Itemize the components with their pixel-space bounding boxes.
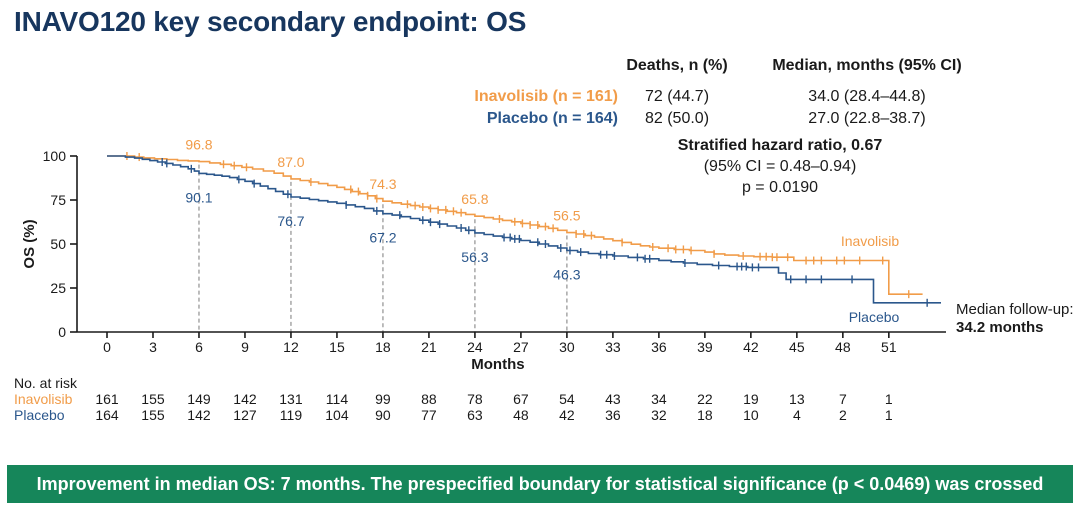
- at-risk-count: 155: [141, 407, 165, 423]
- series-label-inavolisib: Inavolisib: [841, 233, 900, 249]
- at-risk-count: 119: [280, 407, 303, 423]
- at-risk-count: 43: [605, 391, 621, 407]
- landmark-label-placebo-6: 90.1: [185, 189, 212, 205]
- landmark-label-inavolisib-24: 65.8: [461, 191, 488, 207]
- at-risk-count: 142: [233, 391, 257, 407]
- at-risk-count: 4: [793, 407, 801, 423]
- x-tick-label: 51: [881, 339, 897, 355]
- x-tick-label: 27: [513, 339, 529, 355]
- legend-placebo: Placebo (n = 164): [486, 110, 618, 127]
- y-tick-label: 0: [58, 324, 66, 340]
- page-title: INAVO120 key secondary endpoint: OS: [14, 6, 527, 37]
- median-value-inavolisib: 34.0 (28.4–44.8): [808, 88, 926, 105]
- hazard-ci-line: (95% CI = 0.48–0.94): [703, 158, 857, 175]
- y-tick-label: 100: [43, 148, 67, 164]
- at-risk-count: 13: [789, 391, 805, 407]
- at-risk-count: 149: [187, 391, 211, 407]
- y-axis-title: OS (%): [21, 219, 38, 268]
- x-tick-label: 45: [789, 339, 805, 355]
- at-risk-count: 32: [651, 407, 667, 423]
- median-column-header: Median, months (95% CI): [772, 57, 962, 74]
- landmark-label-placebo-24: 56.3: [461, 249, 488, 265]
- x-tick-label: 15: [329, 339, 345, 355]
- at-risk-count: 42: [559, 407, 575, 423]
- at-risk-count: 90: [375, 407, 391, 423]
- at-risk-count: 164: [95, 407, 119, 423]
- at-risk-count: 54: [559, 391, 575, 407]
- at-risk-count: 18: [697, 407, 713, 423]
- at-risk-row-label-placebo: Placebo: [14, 407, 65, 423]
- at-risk-count: 22: [697, 391, 713, 407]
- at-risk-count: 36: [605, 407, 621, 423]
- median-followup-label: Median follow-up:: [956, 301, 1074, 318]
- landmark-label-inavolisib-18: 74.3: [369, 176, 396, 192]
- x-tick-label: 24: [467, 339, 483, 355]
- x-axis-title: Months: [471, 356, 524, 373]
- conclusion-text: Improvement in median OS: 7 months. The …: [36, 473, 1044, 494]
- x-tick-label: 18: [375, 339, 391, 355]
- at-risk-count: 2: [839, 407, 847, 423]
- deaths-column-header: Deaths, n (%): [626, 57, 728, 74]
- at-risk-count: 114: [326, 391, 349, 407]
- x-tick-label: 48: [835, 339, 851, 355]
- at-risk-count: 104: [325, 407, 349, 423]
- x-tick-label: 39: [697, 339, 713, 355]
- median-followup-value: 34.2 months: [956, 319, 1044, 336]
- x-tick-label: 9: [241, 339, 249, 355]
- at-risk-row-label-inavolisib: Inavolisib: [14, 391, 73, 407]
- at-risk-count: 34: [651, 391, 667, 407]
- landmark-label-inavolisib-12: 87.0: [277, 154, 304, 170]
- x-tick-label: 36: [651, 339, 667, 355]
- hazard-ratio-line: Stratified hazard ratio, 0.67: [677, 137, 883, 154]
- at-risk-count: 7: [839, 391, 847, 407]
- at-risk-count: 131: [279, 391, 303, 407]
- p-value-line: p = 0.0190: [741, 179, 819, 196]
- landmark-label-inavolisib-6: 96.8: [185, 137, 212, 153]
- y-tick-label: 75: [50, 192, 66, 208]
- at-risk-count: 19: [743, 391, 759, 407]
- at-risk-count: 10: [743, 407, 759, 423]
- conclusion-banner: Improvement in median OS: 7 months. The …: [7, 465, 1073, 503]
- x-tick-label: 33: [605, 339, 621, 355]
- x-tick-label: 42: [743, 339, 759, 355]
- at-risk-count: 99: [375, 391, 391, 407]
- at-risk-count: 161: [95, 391, 119, 407]
- median-value-placebo: 27.0 (22.8–38.7): [808, 110, 926, 127]
- at-risk-count: 88: [421, 391, 437, 407]
- landmark-label-placebo-30: 46.3: [553, 267, 580, 283]
- at-risk-count: 142: [187, 407, 211, 423]
- x-tick-label: 0: [103, 339, 111, 355]
- landmark-label-inavolisib-30: 56.5: [553, 208, 580, 224]
- at-risk-count: 67: [513, 391, 529, 407]
- x-tick-label: 3: [149, 339, 157, 355]
- at-risk-count: 63: [467, 407, 483, 423]
- x-tick-label: 21: [421, 339, 437, 355]
- deaths-value-placebo: 82 (50.0): [644, 110, 710, 127]
- at-risk-count: 1: [885, 391, 893, 407]
- at-risk-count: 127: [233, 407, 257, 423]
- at-risk-count: 155: [141, 391, 165, 407]
- landmark-label-placebo-12: 76.7: [277, 213, 304, 229]
- y-tick-label: 25: [50, 280, 66, 296]
- y-tick-label: 50: [50, 236, 66, 252]
- landmark-label-placebo-18: 67.2: [369, 230, 396, 246]
- at-risk-count: 77: [421, 407, 437, 423]
- hazard-ratio-block: Stratified hazard ratio, 0.67 (95% CI = …: [678, 135, 883, 198]
- legend-inavolisib: Inavolisib (n = 161): [474, 88, 618, 105]
- at-risk-count: 78: [467, 391, 483, 407]
- at-risk-count: 48: [513, 407, 529, 423]
- x-tick-label: 6: [195, 339, 203, 355]
- deaths-value-inavolisib: 72 (44.7): [644, 88, 710, 105]
- series-label-placebo: Placebo: [849, 309, 900, 325]
- x-tick-label: 12: [283, 339, 299, 355]
- median-followup: Median follow-up: 34.2 months: [956, 301, 1074, 337]
- at-risk-title: No. at risk: [14, 375, 78, 391]
- x-tick-label: 30: [559, 339, 575, 355]
- at-risk-count: 1: [885, 407, 893, 423]
